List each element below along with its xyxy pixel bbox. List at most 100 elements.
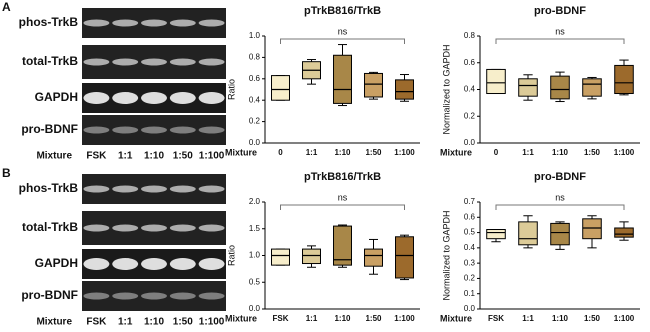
y-tick-label: 0.2 <box>464 111 476 120</box>
lane-label: FSK <box>86 317 107 328</box>
box <box>550 75 570 100</box>
blot-band <box>198 126 225 134</box>
box <box>271 75 290 101</box>
blot-band <box>169 58 196 66</box>
blot-band <box>198 19 225 27</box>
x-tick-label: 1:1 <box>522 148 534 157</box>
x-tick-label: 1:1 <box>522 314 534 323</box>
blot-band <box>83 292 110 300</box>
x-tick-label: 0 <box>278 148 283 157</box>
lane-label: 1:10 <box>144 151 164 162</box>
x-tick-label: 1:100 <box>394 148 415 157</box>
lane-label: FSK <box>86 151 107 162</box>
x-tick-label: 1:10 <box>334 314 351 323</box>
x-tick-label: 1:100 <box>614 148 635 157</box>
y-tick-label: 0.6 <box>249 74 261 83</box>
y-tick-label: 2.0 <box>249 197 261 206</box>
blot-row-label: pro-BDNF <box>21 122 78 136</box>
box <box>518 78 538 97</box>
chart-title: pro-BDNF <box>534 171 586 183</box>
blot-band <box>83 58 110 66</box>
x-tick-label: 1:10 <box>552 148 569 157</box>
x-tick-label: 1:50 <box>365 148 382 157</box>
blot-band <box>112 58 139 66</box>
blot-band <box>198 185 225 193</box>
chart-title: pTrkB816/TrkB <box>304 5 381 17</box>
x-tick-label: FSK <box>273 314 289 323</box>
y-axis-label: Ratio <box>226 245 236 266</box>
box <box>614 64 634 95</box>
box <box>486 68 506 95</box>
x-axis-label: Mixture <box>225 313 257 323</box>
x-tick-label: 1:100 <box>614 314 635 323</box>
blot-band <box>112 292 139 300</box>
blot-row-label: total-TrkB <box>22 220 78 234</box>
blot-band <box>169 292 196 300</box>
blot-row-label: phos-TrkB <box>19 15 79 29</box>
blot-band <box>198 92 225 104</box>
significance-bracket <box>280 204 405 210</box>
blot-band <box>112 126 139 134</box>
blot-band <box>141 126 167 134</box>
x-tick-label: 1:50 <box>584 148 601 157</box>
x-tick-label: 1:100 <box>394 314 415 323</box>
annotation: ns <box>338 192 348 202</box>
box <box>582 78 602 97</box>
y-tick-label: 0.0 <box>464 304 476 313</box>
lane-label: 1:100 <box>199 317 225 328</box>
blot-band <box>141 258 167 270</box>
panel-label: A <box>2 0 11 14</box>
y-tick-label: 0.5 <box>464 228 476 237</box>
blot-band <box>198 224 225 232</box>
x-tick-label: 1:10 <box>334 148 351 157</box>
lane-label: 1:50 <box>173 317 193 328</box>
blot-band <box>112 185 139 193</box>
y-tick-label: 0.0 <box>464 138 476 147</box>
blot-band <box>83 126 110 134</box>
blot-band <box>83 19 110 27</box>
box <box>395 79 414 100</box>
y-tick-label: 0.0 <box>249 138 261 147</box>
lane-label: 1:1 <box>118 317 133 328</box>
box <box>614 227 634 238</box>
box <box>518 221 538 246</box>
y-tick-label: 0.2 <box>464 274 476 283</box>
y-axis-label: Normalized to GAPDH <box>441 44 451 134</box>
x-tick-label: 1:1 <box>306 148 318 157</box>
blot-band <box>141 224 167 232</box>
y-tick-label: 0.6 <box>464 58 476 67</box>
annotation: ns <box>555 192 565 202</box>
blot-band <box>141 292 167 300</box>
box <box>486 229 506 240</box>
significance-bracket <box>495 204 625 210</box>
panel-label: B <box>2 166 11 180</box>
x-tick-label: 0 <box>494 148 499 157</box>
blot-band <box>141 19 167 27</box>
blot-band <box>141 92 167 104</box>
annotation: ns <box>555 26 565 36</box>
y-tick-label: 0.1 <box>464 289 476 298</box>
y-axis-label: Normalized to GAPDH <box>441 210 451 300</box>
blot-band <box>169 224 196 232</box>
x-tick-label: 1:10 <box>552 314 569 323</box>
blot-band <box>83 185 110 193</box>
chart-title: pro-BDNF <box>534 5 586 17</box>
box <box>271 248 290 266</box>
y-tick-label: 1.0 <box>249 31 261 40</box>
blot-band <box>169 19 196 27</box>
box <box>395 236 414 279</box>
blot-band <box>169 92 196 104</box>
blot-band <box>112 19 139 27</box>
y-tick-label: 0.5 <box>249 277 261 286</box>
y-tick-label: 0.8 <box>464 31 476 40</box>
box <box>550 222 570 246</box>
box <box>582 218 602 240</box>
lane-title: Mixture <box>36 151 72 162</box>
blot-band <box>141 185 167 193</box>
x-tick-label: 1:50 <box>365 314 382 323</box>
y-tick-label: 0.4 <box>249 95 261 104</box>
blot-band <box>169 185 196 193</box>
y-tick-label: 1.5 <box>249 224 261 233</box>
significance-bracket <box>495 38 625 44</box>
blot-band <box>83 258 110 270</box>
